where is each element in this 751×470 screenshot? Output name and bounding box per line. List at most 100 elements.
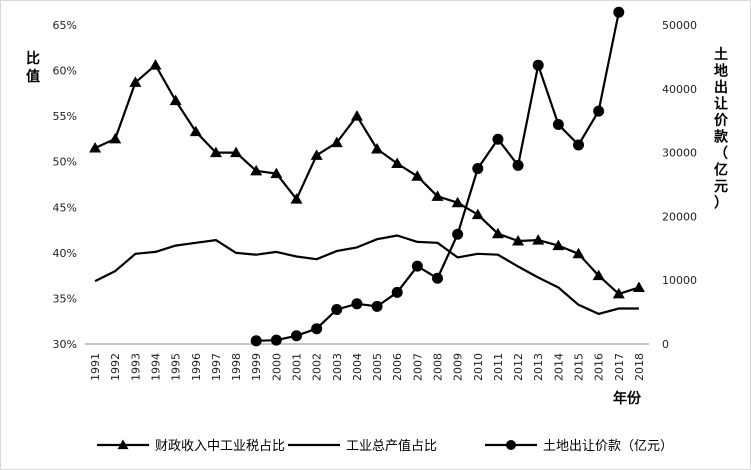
x-tick-label: 1992	[109, 353, 122, 381]
data-point-triangle	[230, 146, 243, 158]
x-tick-label: 2003	[331, 353, 344, 381]
data-point-triangle	[149, 59, 162, 70]
data-point-circle	[573, 139, 584, 151]
data-point-circle	[411, 260, 423, 272]
data-point-triangle	[512, 235, 525, 246]
y-left-tick-label: 50%	[53, 156, 77, 169]
legend-marker-circle	[506, 440, 516, 450]
y-left-tick-label: 30%	[53, 338, 77, 351]
x-axis-title: 年份	[613, 390, 642, 407]
data-point-triangle	[612, 287, 625, 299]
x-tick-label: 1994	[150, 353, 163, 381]
data-point-triangle	[290, 193, 303, 204]
y-right-tick-label: 0	[662, 338, 669, 351]
y-left-tick-label: 65%	[53, 19, 77, 32]
x-tick-label: 2002	[311, 353, 324, 381]
x-tick-label: 1999	[250, 353, 263, 381]
x-tick-label: 2017	[613, 353, 626, 381]
series-line	[94, 234, 639, 315]
y-right-tick-label: 30000	[662, 147, 697, 160]
data-point-circle	[472, 163, 484, 175]
data-point-triangle	[632, 281, 645, 292]
y-left-title: 比值	[26, 50, 40, 85]
y-left-tick-label: 40%	[53, 247, 77, 260]
x-tick-label: 1998	[230, 353, 243, 381]
y-left-tick-label: 35%	[53, 292, 77, 305]
data-point-triangle	[592, 269, 605, 281]
x-tick-label: 2005	[371, 353, 384, 381]
legend: 财政收入中工业税占比 工业总产值占比 土地出让价款（亿元）	[97, 438, 673, 454]
data-point-triangle	[431, 190, 444, 201]
series-line	[94, 63, 640, 295]
series-2	[250, 6, 625, 347]
data-point-triangle	[129, 76, 142, 87]
data-point-triangle	[552, 239, 565, 251]
x-tick-label: 1991	[89, 353, 102, 381]
legend-label: 土地出让价款（亿元）	[543, 439, 673, 454]
x-tick-label: 1996	[190, 353, 203, 381]
x-tick-label: 2004	[351, 353, 364, 381]
data-point-triangle	[371, 142, 384, 154]
x-tick-label: 2006	[391, 353, 404, 381]
data-point-triangle	[491, 227, 504, 239]
data-point-circle	[532, 59, 544, 71]
data-point-triangle	[411, 170, 424, 181]
data-point-triangle	[350, 110, 363, 121]
series-layer	[89, 6, 645, 347]
data-point-triangle	[310, 149, 323, 160]
legend-marker-triangle	[117, 439, 129, 450]
legend-label: 工业总产值占比	[346, 438, 437, 454]
data-point-triangle	[189, 125, 202, 137]
y-left-tick-label: 60%	[53, 65, 77, 78]
y-right-tick-label: 10000	[662, 274, 697, 287]
y-right-title: 土地出让价款（亿元）	[714, 46, 729, 212]
x-tick-label: 2010	[472, 353, 485, 381]
data-point-triangle	[391, 157, 404, 169]
series-1	[94, 234, 639, 315]
data-point-circle	[452, 228, 464, 240]
data-point-triangle	[330, 136, 343, 148]
data-point-triangle	[250, 164, 263, 176]
data-point-circle	[250, 335, 262, 347]
x-tick-label: 2012	[512, 353, 525, 381]
data-point-triangle	[572, 247, 585, 259]
data-point-triangle	[270, 167, 283, 179]
data-point-triangle	[169, 94, 182, 106]
x-tick-label: 2000	[270, 353, 283, 381]
x-tick-label: 1995	[170, 353, 183, 381]
x-tick-label: 2011	[492, 353, 505, 381]
data-point-circle	[371, 300, 383, 312]
data-point-circle	[331, 304, 343, 316]
data-point-circle	[391, 286, 403, 298]
x-tick-label: 1997	[210, 353, 223, 381]
data-point-circle	[512, 159, 524, 171]
x-tick-label: 2007	[411, 353, 424, 381]
legend-label: 财政收入中工业税占比	[155, 439, 285, 454]
series-0	[89, 59, 645, 299]
y-left-tick-label: 55%	[53, 110, 77, 123]
data-point-triangle	[209, 146, 222, 158]
data-point-triangle	[471, 208, 484, 220]
x-tick-label: 1993	[129, 353, 142, 381]
data-point-triangle	[532, 234, 545, 245]
data-point-circle	[613, 6, 625, 18]
data-point-circle	[593, 105, 605, 117]
y-right-tick-label: 40000	[662, 83, 697, 96]
data-point-triangle	[451, 196, 464, 208]
y-left-tick-label: 45%	[53, 201, 77, 214]
x-tick-label: 2018	[633, 353, 646, 381]
data-point-circle	[432, 272, 443, 284]
x-tick-label: 2016	[593, 353, 606, 381]
x-axis: 1991 1992 1993 1994 1995 1996 1997 1998 1999 2000…	[89, 353, 646, 381]
y-right-tick-label: 50000	[662, 19, 697, 32]
data-point-circle	[492, 133, 504, 145]
x-tick-label: 2013	[532, 353, 545, 381]
data-point-circle	[291, 330, 302, 342]
x-tick-label: 2009	[452, 353, 465, 381]
x-tick-label: 2015	[573, 353, 586, 381]
x-tick-label: 2001	[291, 353, 304, 381]
legend-item: 工业总产值占比	[288, 438, 437, 454]
data-point-circle	[351, 298, 363, 310]
left-axis: 30% 35% 40% 45% 50% 55% 60% 65%	[53, 19, 77, 351]
